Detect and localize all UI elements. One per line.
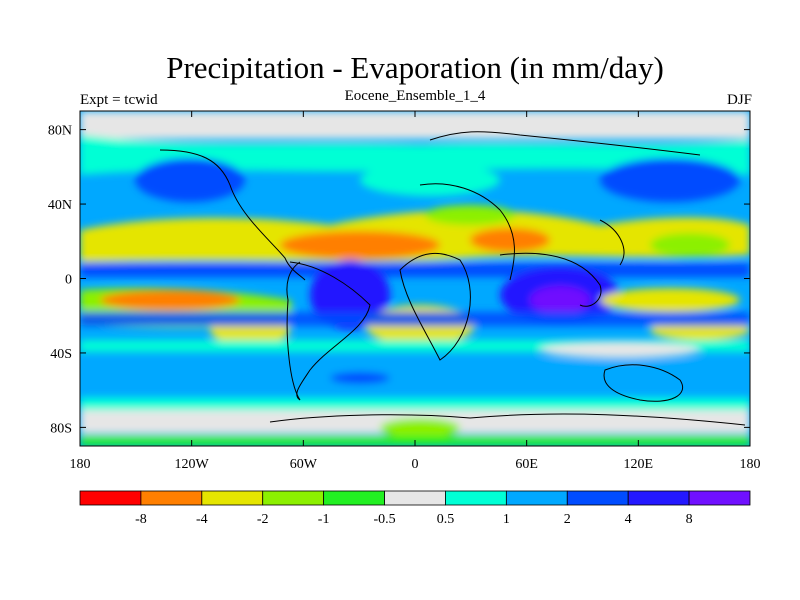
colorbar-label: -1 [318,512,330,527]
colorbar-swatch [140,490,203,506]
season-label: DJF [726,92,752,108]
colorbar-label: 8 [686,512,693,527]
colorbar-label: 0.5 [437,512,455,527]
latitude-axis: 80N 40N 0 40S 80S [48,124,750,436]
colorbar-label: 1 [503,512,510,527]
colorbar-swatch [384,490,446,506]
coastlines [159,131,746,426]
lon-tick-label: 120W [175,457,210,472]
colorbar-label: -2 [257,512,269,527]
longitude-axis: 180 120W 60W 0 60E 120E 180 [70,111,761,472]
lat-tick-label: 80S [50,421,72,436]
lat-tick-label: 80N [48,124,72,139]
experiment-label: Expt = tcwid [80,92,158,108]
colorbar-swatch [627,490,690,506]
lon-tick-label: 180 [70,457,91,472]
colorbar-swatch [262,490,325,506]
colorbar-swatch [201,490,264,506]
colorbar-label: 2 [564,512,571,527]
colorbar-swatch [323,490,385,506]
lat-tick-label: 0 [65,273,72,288]
chart-title: Precipitation - Evaporation (in mm/day) [166,50,664,85]
lon-tick-label: 60E [515,457,538,472]
colorbar-swatch [566,490,629,506]
colorbar-label: -8 [135,512,147,527]
colorbar-swatch [79,490,142,506]
ensemble-label: Eocene_Ensemble_1_4 [344,88,486,104]
lat-tick-label: 40S [50,347,72,362]
colorbar-label: -4 [196,512,208,527]
precip-evap-field [80,111,750,446]
colorbar-swatch [445,490,507,506]
lon-tick-label: 60W [290,457,318,472]
colorbar-label: -0.5 [373,512,395,527]
lon-tick-label: 180 [740,457,761,472]
lon-tick-label: 120E [624,457,654,472]
colorbar-label: 4 [625,512,632,527]
lon-tick-label: 0 [412,457,419,472]
lat-tick-label: 40N [48,198,72,213]
colorbar: -8 -4 -2 -1 -0.5 0.5 1 2 4 8 [79,490,751,527]
colorbar-swatch [688,490,751,506]
colorbar-swatch [505,490,568,506]
